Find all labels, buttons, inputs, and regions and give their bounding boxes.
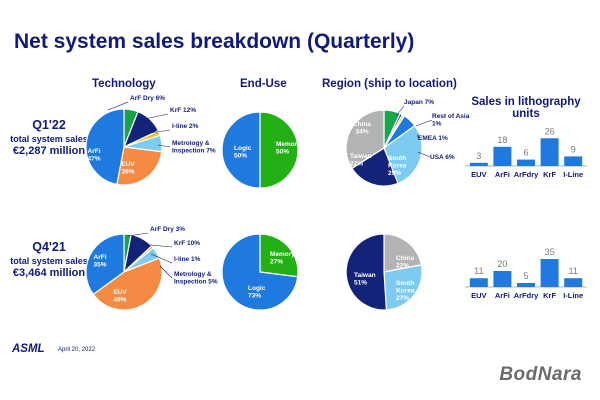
bar-i-line-sales-in-lithography-units-q4-21 [564,278,583,287]
pie-slice-memory-end-use-q1-22 [259,111,299,189]
watermark: BodNara [499,364,582,385]
leader-line-krf-technology-q4-21 [139,243,173,248]
pie-slice-arfi-technology-q4-21 [85,233,125,296]
period-q4-21: Q4'21 total system sales €3,464 million [6,240,92,279]
leader-line-metrology-inspection-technology-q1-22 [157,144,171,148]
slice-label-japan-region-ship-to-location-q1-22: Japan 7% [404,99,434,106]
slice-label-euv-technology-q4-21: EUV 46% [113,289,127,304]
bar-value-i-line-sales-in-lithography-units-q4-21: 11 [569,266,578,276]
slice-label-krf-technology-q1-22: KrF 12% [170,107,196,114]
leader-line-arf-dry-technology-q4-21 [127,232,149,237]
pie-slice-logic-end-use-q4-21 [221,233,299,311]
leader-line-i-line-technology-q4-21 [150,253,173,264]
tick-label-arfi-sales-in-lithography-units-q1-22: ArFi [495,170,510,179]
slice-label-south-korea-region-ship-to-location-q4-21: South Korea 27% [396,280,415,302]
slice-label-arf-dry-technology-q4-21: ArF Dry 3% [150,226,185,233]
leader-line-rest-of-asia-region-ship-to-location-q1-22 [415,119,433,127]
period-subtitle: total system sales [10,134,88,144]
slice-label-china-region-ship-to-location-q1-22: China 34% [353,121,371,136]
bar-euv-sales-in-lithography-units-q4-21 [469,278,488,287]
bar-i-line-sales-in-lithography-units-q1-22 [564,156,583,166]
slice-label-south-korea-region-ship-to-location-q1-22: South Korea 29% [388,155,407,177]
pie-slice-arfi-technology-q1-22 [85,108,125,186]
slice-label-memory-end-use-q4-21: Memory 27% [270,251,295,266]
period-value: €2,287 million [12,145,86,157]
bar-value-arfdry-sales-in-lithography-units-q1-22: 6 [523,148,528,158]
header-region: Region (ship to location) [322,78,457,90]
tick-label-arfi-sales-in-lithography-units-q4-21: ArFi [495,291,510,300]
header-end-use: End-Use [240,78,287,90]
asml-logo: ASML [12,343,45,355]
pie-slice-euv-technology-q4-21 [92,257,163,311]
tick-label-i-line-sales-in-lithography-units-q4-21: I-Line [563,291,583,300]
period-value: €3,464 million [12,267,86,279]
slice-label-rest-of-asia-region-ship-to-location-q1-22: Rest of Asia 1% [432,113,470,128]
footer-date: April 20, 2022 [58,347,96,353]
bar-value-krf-sales-in-lithography-units-q4-21: 35 [545,247,555,257]
pie-slice-memory-end-use-q4-21 [259,233,299,278]
leader-line-japan-region-ship-to-location-q1-22 [395,105,405,117]
slice-label-logic-end-use-q4-21: Logic 73% [248,285,266,300]
period-label: Q1'22 [32,118,66,132]
bar-value-arfi-sales-in-lithography-units-q1-22: 18 [497,135,507,145]
leader-line-usa-region-ship-to-location-q1-22 [417,151,431,158]
leader-line-arf-dry-technology-q1-22 [107,101,129,111]
pie-slice-china-region-ship-to-location-q1-22 [345,109,385,170]
bar-value-euv-sales-in-lithography-units-q4-21: 11 [474,266,483,276]
slice-label-krf-technology-q4-21: KrF 10% [174,240,200,247]
slice-label-metrology-inspection-technology-q1-22: Metrology & Inspection 7% [172,140,216,155]
bar-value-krf-sales-in-lithography-units-q1-22: 26 [545,126,555,136]
tick-label-i-line-sales-in-lithography-units-q1-22: I-Line [563,170,583,179]
header-technology: Technology [92,78,156,90]
bar-arfdry-sales-in-lithography-units-q1-22 [517,159,535,166]
tick-label-euv-sales-in-lithography-units-q1-22: EUV [471,170,486,179]
pie-slice-taiwan-region-ship-to-location-q4-21 [345,233,388,311]
slice-label-china-region-ship-to-location-q4-21: China 22% [396,255,414,270]
slice-label-memory-end-use-q1-22: Memory 50% [276,141,301,156]
leader-line-metrology-inspection-technology-q4-21 [159,265,173,279]
bar-arfdry-sales-in-lithography-units-q4-21 [517,283,535,287]
bar-value-arfi-sales-in-lithography-units-q4-21: 20 [497,259,507,269]
slice-label-arfi-technology-q4-21: ArFi 35% [93,254,106,269]
pie-slice-euv-technology-q1-22 [116,146,163,186]
bar-value-i-line-sales-in-lithography-units-q1-22: 9 [571,144,576,154]
pie-slice-china-region-ship-to-location-q4-21 [383,233,423,273]
slice-label-i-line-technology-q1-22: I-line 2% [172,123,199,130]
bar-arfi-sales-in-lithography-units-q1-22 [493,146,512,166]
tick-label-euv-sales-in-lithography-units-q4-21: EUV [471,291,486,300]
pie-slice-taiwan-region-ship-to-location-q1-22 [351,147,399,187]
slice-label-arf-dry-technology-q1-22: ArF Dry 6% [130,95,165,102]
slice-label-metrology-inspection-technology-q4-21: Metrology & Inspection 5% [174,271,218,286]
bar-value-arfdry-sales-in-lithography-units-q4-21: 5 [523,271,528,281]
slice-label-euv-technology-q1-22: EUV 26% [121,161,135,176]
tick-label-arfdry-sales-in-lithography-units-q4-21: ArFdry [514,291,539,300]
bar-value-euv-sales-in-lithography-units-q1-22: 3 [476,151,481,161]
bar-krf-sales-in-lithography-units-q1-22 [540,138,559,166]
bar-euv-sales-in-lithography-units-q1-22 [469,162,488,166]
pie-slice-south-korea-region-ship-to-location-q4-21 [383,264,423,311]
period-subtitle: total system sales [10,256,88,266]
page-title: Net system sales breakdown (Quarterly) [14,30,415,53]
period-label: Q4'21 [32,240,66,254]
slice-label-emea-region-ship-to-location-q1-22: EMEA 1% [418,135,448,142]
slice-label-arfi-technology-q1-22: ArFi 47% [87,148,100,163]
tick-label-krf-sales-in-lithography-units-q1-22: KrF [543,170,556,179]
leader-line-i-line-technology-q1-22 [149,129,171,134]
pie-slice-south-korea-region-ship-to-location-q1-22 [383,124,423,185]
bar-krf-sales-in-lithography-units-q4-21 [540,259,559,287]
tick-label-krf-sales-in-lithography-units-q4-21: KrF [543,291,556,300]
leader-line-krf-technology-q1-22 [139,113,169,121]
slice-label-usa-region-ship-to-location-q1-22: USA 6% [430,154,455,161]
tick-label-arfdry-sales-in-lithography-units-q1-22: ArFdry [514,170,539,179]
bar-arfi-sales-in-lithography-units-q4-21 [493,271,512,287]
header-units: Sales in lithography units [471,96,581,120]
slice-label-taiwan-region-ship-to-location-q1-22: Taiwan 22% [350,153,372,168]
period-q1-22: Q1'22 total system sales €2,287 million [6,118,92,157]
pie-slice-logic-end-use-q1-22 [221,111,261,189]
slice-label-logic-end-use-q1-22: Logic 50% [234,145,252,160]
slice-label-taiwan-region-ship-to-location-q4-21: Taiwan 51% [354,272,376,287]
slice-label-i-line-technology-q4-21: I-line 1% [174,256,201,263]
